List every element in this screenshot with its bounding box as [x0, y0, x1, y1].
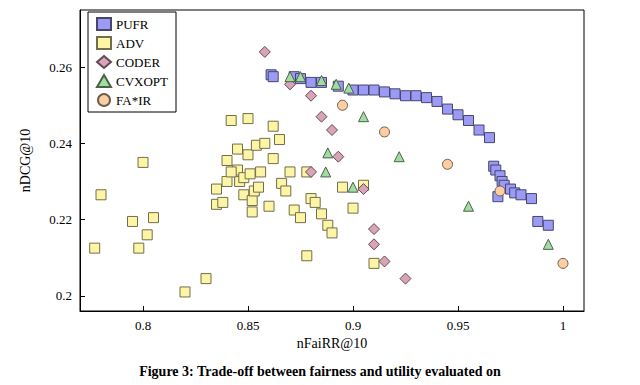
svg-text:1: 1	[560, 318, 567, 333]
svg-text:0.8: 0.8	[135, 318, 151, 333]
svg-text:ADV: ADV	[116, 36, 145, 51]
svg-text:0.26: 0.26	[49, 60, 72, 75]
svg-text:PUFR: PUFR	[116, 17, 149, 32]
svg-text:0.2: 0.2	[56, 288, 72, 303]
svg-text:FA*IR: FA*IR	[116, 93, 151, 108]
svg-text:CVXOPT: CVXOPT	[116, 74, 168, 89]
svg-text:nDCG@10: nDCG@10	[18, 129, 33, 192]
svg-text:Figure 3: Trade-off between fa: Figure 3: Trade-off between fairness and…	[139, 364, 501, 379]
svg-text:0.9: 0.9	[345, 318, 361, 333]
svg-text:0.85: 0.85	[237, 318, 260, 333]
svg-text:0.24: 0.24	[49, 136, 72, 151]
svg-text:nFaiRR@10: nFaiRR@10	[297, 336, 367, 351]
svg-text:CODER: CODER	[116, 55, 160, 70]
svg-text:0.95: 0.95	[447, 318, 470, 333]
svg-text:0.22: 0.22	[49, 212, 72, 227]
